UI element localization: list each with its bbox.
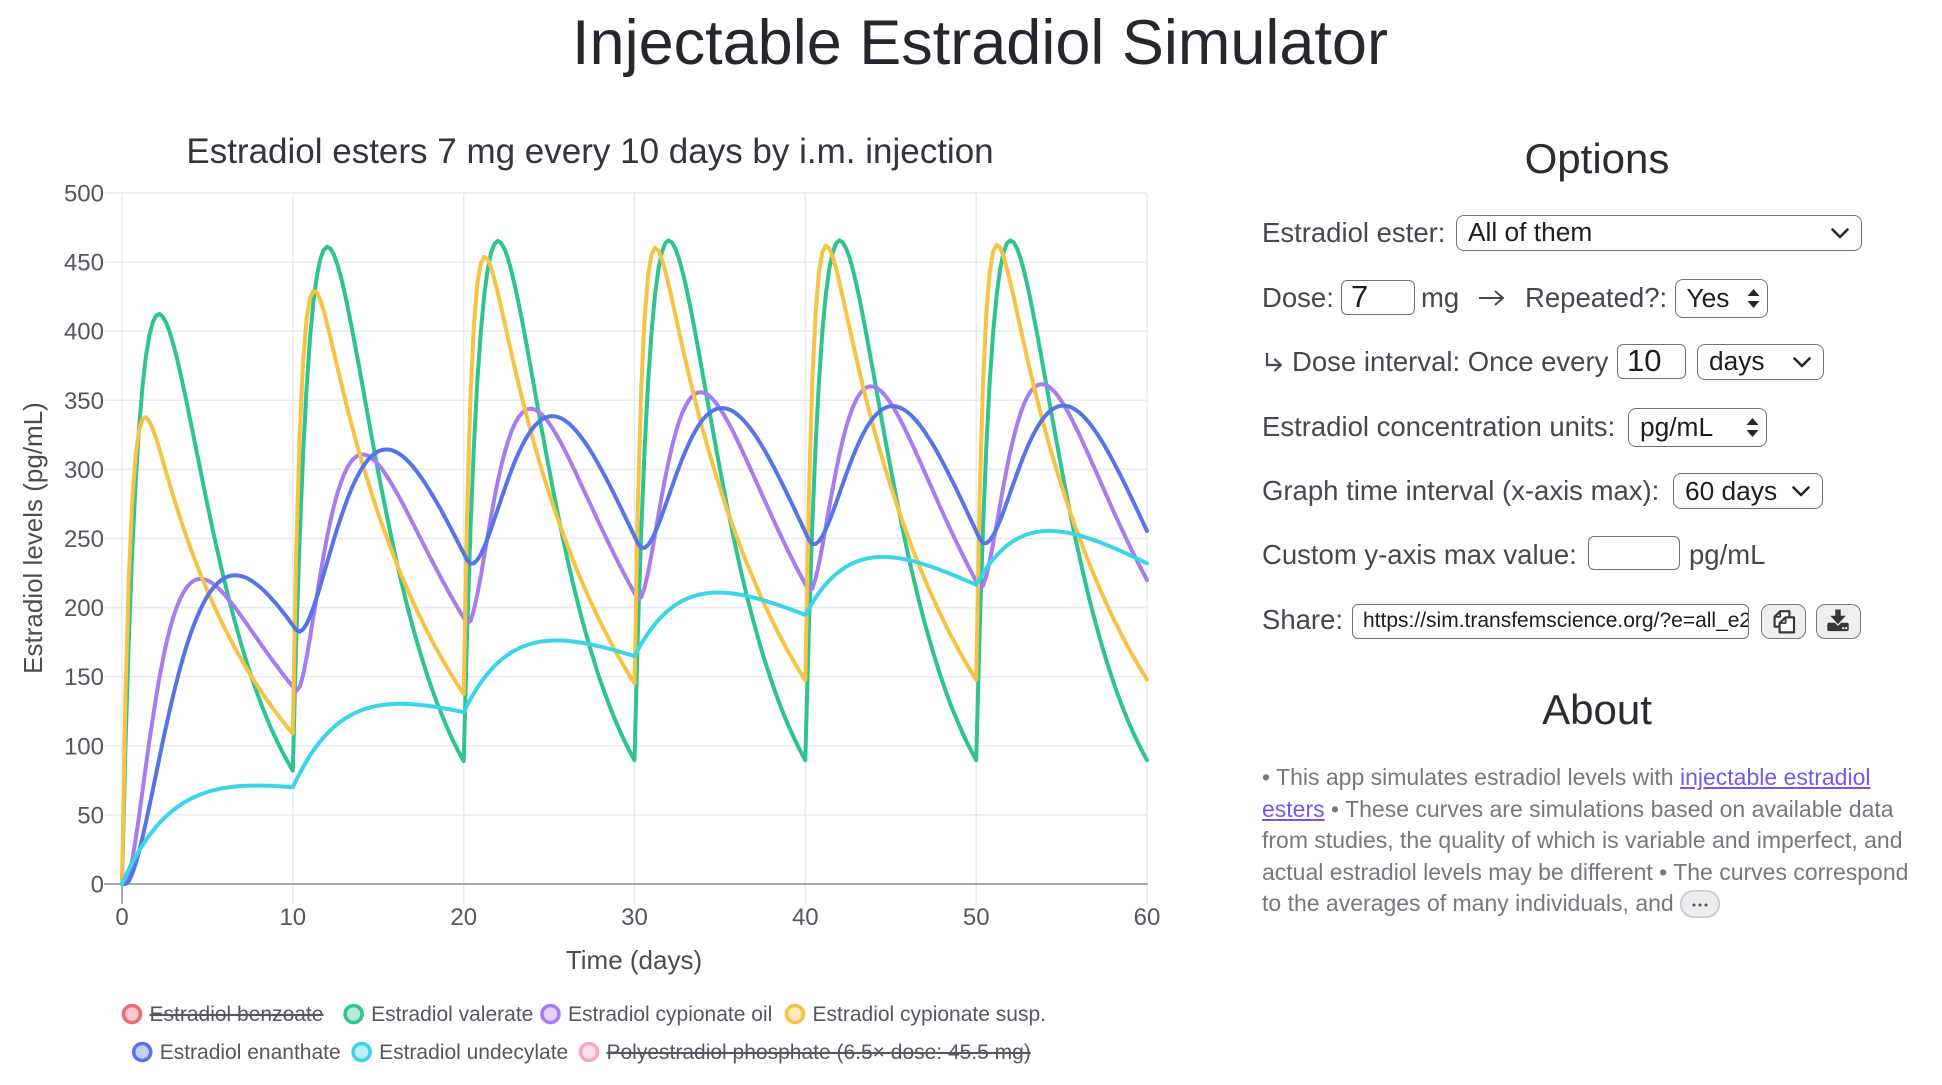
svg-text:450: 450	[64, 250, 104, 277]
svg-text:0: 0	[115, 904, 128, 931]
svg-text:Estradiol undecylate: Estradiol undecylate	[379, 1041, 568, 1064]
svg-text:500: 500	[64, 181, 104, 208]
svg-text:Time (days): Time (days)	[566, 945, 702, 975]
svg-text:300: 300	[64, 457, 104, 484]
svg-text:200: 200	[64, 595, 104, 622]
svg-text:40: 40	[792, 904, 819, 931]
svg-text:Estradiol cypionate oil: Estradiol cypionate oil	[568, 1003, 772, 1026]
svg-text:150: 150	[64, 664, 104, 691]
svg-text:Estradiol esters 7 mg every 10: Estradiol esters 7 mg every 10 days by i…	[186, 132, 993, 171]
svg-text:10: 10	[279, 904, 306, 931]
svg-text:30: 30	[621, 904, 648, 931]
svg-text:350: 350	[64, 388, 104, 415]
svg-text:50: 50	[963, 904, 990, 931]
svg-text:50: 50	[77, 802, 104, 829]
svg-text:Estradiol benzoate: Estradiol benzoate	[150, 1003, 324, 1026]
svg-text:60: 60	[1134, 904, 1161, 931]
svg-text:250: 250	[64, 526, 104, 553]
svg-text:Estradiol cypionate susp.: Estradiol cypionate susp.	[813, 1003, 1046, 1026]
svg-text:20: 20	[450, 904, 477, 931]
svg-text:400: 400	[64, 319, 104, 346]
svg-text:0: 0	[91, 872, 104, 899]
svg-text:100: 100	[64, 733, 104, 760]
svg-text:Polyestradiol phosphate (6.5×: Polyestradiol phosphate (6.5× dose: 45.5…	[607, 1041, 1031, 1064]
svg-text:Estradiol enanthate: Estradiol enanthate	[160, 1041, 341, 1064]
svg-text:Estradiol valerate: Estradiol valerate	[371, 1003, 533, 1026]
svg-text:Estradiol levels (pg/mL): Estradiol levels (pg/mL)	[18, 402, 48, 674]
